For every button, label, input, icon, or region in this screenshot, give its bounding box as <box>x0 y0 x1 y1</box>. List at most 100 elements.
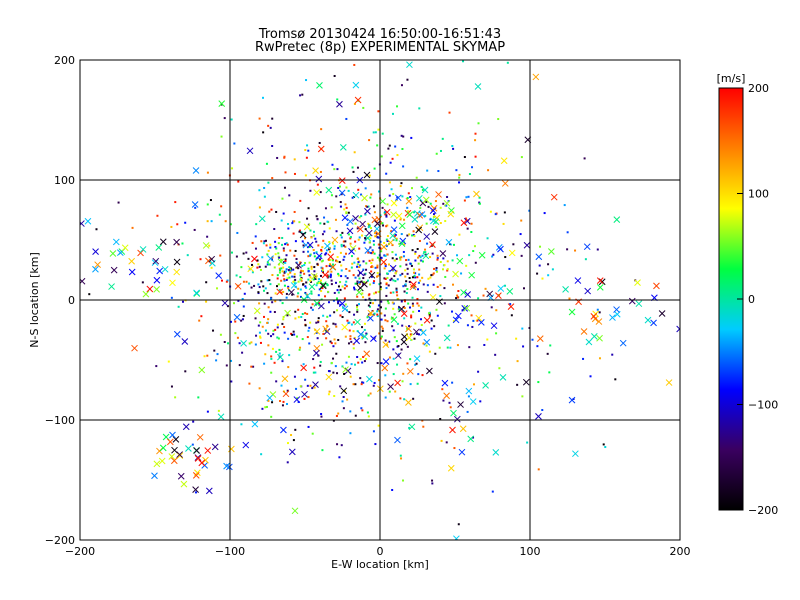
scatter-cross <box>609 314 616 321</box>
scatter-dot <box>316 183 319 186</box>
scatter-dot <box>282 212 285 215</box>
scatter-cross <box>242 441 250 449</box>
y-tick-label: 0 <box>68 294 75 307</box>
scatter-dot <box>303 272 306 275</box>
scatter-dot <box>321 259 324 262</box>
scatter-dot <box>292 232 295 235</box>
scatter-cross <box>303 223 311 231</box>
scatter-dot <box>436 257 439 260</box>
scatter-cross <box>155 244 163 251</box>
scatter-dot <box>379 282 382 285</box>
scatter-dot <box>396 154 399 157</box>
scatter-dot <box>230 118 233 121</box>
scatter-dot <box>336 260 339 263</box>
scatter-dot <box>390 230 393 233</box>
scatter-dot <box>364 238 367 241</box>
scatter-dot <box>412 304 415 307</box>
scatter-cross <box>280 426 287 434</box>
scatter-dot <box>336 309 339 312</box>
scatter-dot <box>339 201 342 204</box>
scatter-dot <box>436 254 439 257</box>
scatter-dot <box>281 243 284 246</box>
scatter-dot <box>170 385 173 388</box>
scatter-dot <box>393 336 396 339</box>
scatter-cross <box>156 267 164 275</box>
x-tick-label: 200 <box>670 545 691 558</box>
scatter-dot <box>308 245 311 248</box>
scatter-dot <box>349 242 352 245</box>
scatter-dot <box>326 274 329 277</box>
scatter-cross <box>313 189 321 196</box>
scatter-dot <box>281 236 284 239</box>
scatter-dot <box>404 283 407 286</box>
scatter-dot <box>269 310 272 313</box>
scatter-dot <box>339 251 342 254</box>
scatter-dot <box>495 332 498 335</box>
scatter-cross <box>500 157 508 165</box>
scatter-dot <box>309 279 312 282</box>
scatter-dot <box>380 335 383 338</box>
scatter-dot <box>391 301 394 304</box>
scatter-dot <box>346 319 349 322</box>
scatter-dot <box>386 272 389 275</box>
scatter-dot <box>479 400 482 403</box>
scatter-dot <box>426 284 429 287</box>
scatter-dot <box>349 375 352 378</box>
scatter-dot <box>323 216 326 219</box>
scatter-cross <box>644 316 652 324</box>
scatter-dot <box>329 274 332 277</box>
scatter-dot <box>327 259 330 262</box>
scatter-dot <box>219 254 222 257</box>
scatter-dot <box>354 383 357 386</box>
scatter-dot <box>406 197 409 200</box>
scatter-dot <box>458 176 461 179</box>
scatter-cross <box>628 297 636 305</box>
scatter-dot <box>338 456 341 459</box>
scatter-dot <box>383 254 386 257</box>
scatter-dot <box>370 275 373 278</box>
scatter-dot <box>393 235 396 238</box>
scatter-dot <box>397 345 400 348</box>
scatter-dot <box>460 272 463 275</box>
scatter-dot <box>421 374 424 377</box>
scatter-cross <box>535 413 542 420</box>
scatter-dot <box>416 382 419 385</box>
scatter-dot <box>269 243 272 246</box>
scatter-dot <box>413 235 416 238</box>
scatter-dot <box>258 387 261 390</box>
scatter-dot <box>409 262 412 265</box>
scatter-dot <box>282 249 285 252</box>
scatter-dot <box>394 272 397 275</box>
scatter-dot <box>330 342 333 345</box>
scatter-dot <box>373 280 376 283</box>
scatter-dot <box>286 461 289 464</box>
scatter-dot <box>300 277 303 280</box>
scatter-dot <box>341 316 344 319</box>
scatter-dot <box>313 366 316 369</box>
scatter-cross <box>382 358 390 366</box>
scatter-dot <box>395 340 398 343</box>
scatter-dot <box>264 406 267 409</box>
scatter-dot <box>253 284 256 287</box>
scatter-cross <box>458 448 466 456</box>
scatter-dot <box>356 166 359 169</box>
scatter-dot <box>117 201 120 204</box>
scatter-dot <box>200 315 203 318</box>
scatter-dot <box>272 329 275 332</box>
scatter-dot <box>379 240 382 243</box>
scatter-dot <box>393 219 396 222</box>
scatter-cross <box>379 197 387 205</box>
scatter-dot <box>303 264 306 267</box>
scatter-dot <box>236 231 239 234</box>
scatter-dot <box>234 332 237 335</box>
scatter-dot <box>358 236 361 239</box>
scatter-cross <box>447 464 455 472</box>
scatter-dot <box>299 94 302 97</box>
scatter-dot <box>364 341 367 344</box>
scatter-cross <box>131 344 138 352</box>
scatter-dot <box>352 347 355 350</box>
scatter-dot <box>285 268 288 271</box>
scatter-dot <box>223 341 226 344</box>
scatter-dot <box>401 380 404 383</box>
scatter-dot <box>403 317 406 320</box>
